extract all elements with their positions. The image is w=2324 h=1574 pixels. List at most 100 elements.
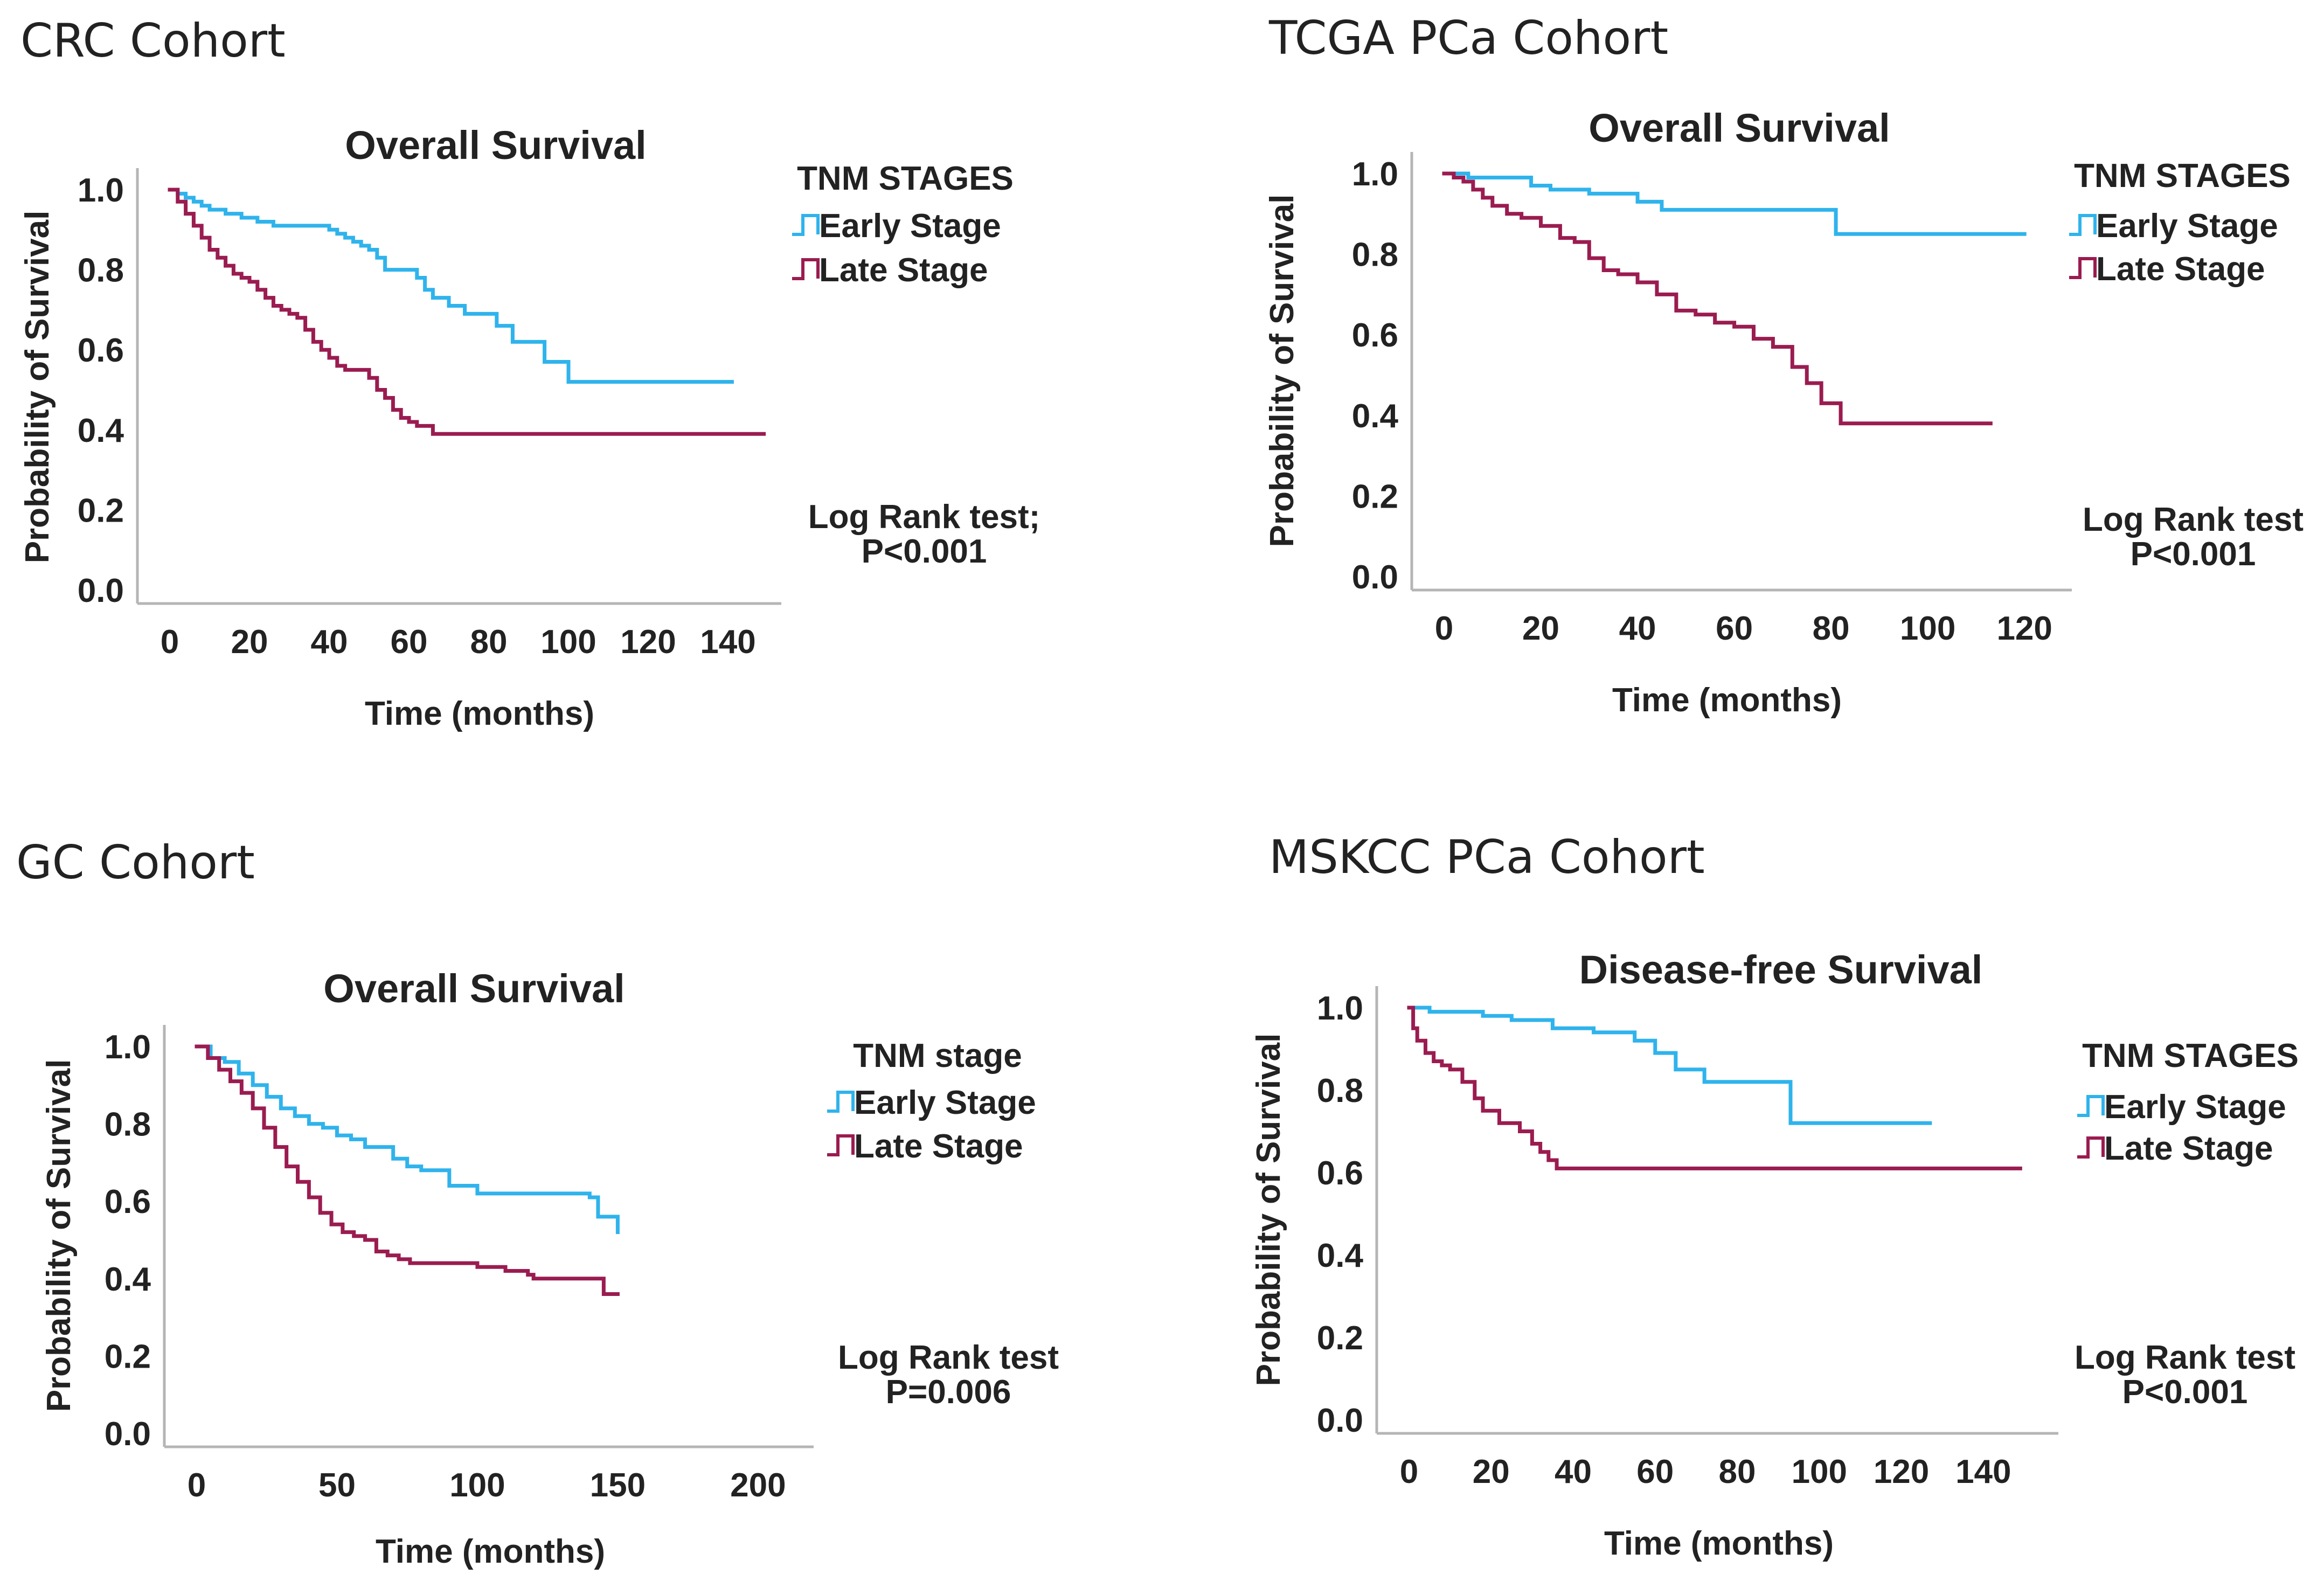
panel-1: CRC Cohort Overall Survival 0 20 40 60 80 100 12… — [19, 14, 1040, 732]
panel-2: TCGA PCa Cohort Overall Survival 0 20 40 60 80… — [1264, 11, 2304, 719]
x-tick-label: 20 — [1473, 1453, 1510, 1490]
x-tick-label: 40 — [311, 623, 348, 661]
x-tick-label: 80 — [470, 623, 508, 661]
cohort-title: MSKCC PCa Cohort — [1269, 830, 1705, 884]
y-tick-label: 0.4 — [105, 1261, 151, 1298]
x-tick-label: 100 — [449, 1467, 505, 1504]
y-tick-label: 0.4 — [1317, 1237, 1364, 1274]
cohort-title: CRC Cohort — [20, 14, 286, 68]
y-tick-label: 0.2 — [78, 492, 124, 529]
x-tick-label: 60 — [1716, 610, 1753, 647]
log-rank-stat: Log Rank test — [2083, 501, 2304, 538]
y-tick-label: 1.0 — [78, 172, 124, 209]
log-rank-stat: P=0.006 — [886, 1374, 1011, 1411]
x-tick-label: 0 — [161, 623, 179, 661]
x-tick-label: 100 — [540, 623, 596, 661]
legend: TNM stage Early Stage Late Stage — [827, 1037, 1036, 1165]
legend-entry: Late Stage — [2096, 251, 2265, 288]
legend-step-icon — [792, 258, 820, 280]
y-tick-label: 0.0 — [78, 572, 124, 609]
y-tick-label: 0.0 — [1352, 559, 1398, 596]
log-rank-stat: Log Rank test — [838, 1339, 1059, 1376]
x-tick-label: 40 — [1555, 1453, 1592, 1490]
legend-step-icon — [792, 214, 820, 236]
y-axis-label: Probability of Survival — [40, 1059, 78, 1412]
series-early-stage-line — [168, 188, 734, 384]
x-tick-label: 80 — [1719, 1453, 1756, 1490]
x-tick-label: 0 — [188, 1467, 206, 1504]
x-tick-label: 0 — [1435, 610, 1453, 647]
log-rank-stat: P<0.001 — [2122, 1374, 2248, 1411]
cohort-title: GC Cohort — [16, 836, 255, 890]
x-tick-label: 120 — [1996, 610, 2052, 647]
y-tick-label: 0.8 — [1352, 237, 1398, 274]
y-tick-label: 0.4 — [78, 412, 124, 449]
log-rank-stat: Log Rank test; — [808, 498, 1040, 536]
x-tick-label: 50 — [318, 1467, 356, 1504]
y-axis-label: Probability of Survival — [1250, 1034, 1287, 1386]
panel-3: GC Cohort Overall Survival 0 50 100 150 200 0.0… — [16, 836, 1059, 1570]
x-tick-label: 60 — [391, 623, 428, 661]
series-late-stage-line — [1407, 1006, 2022, 1170]
y-tick-label: 0.6 — [1317, 1155, 1363, 1192]
legend-entry: Late Stage — [2104, 1130, 2273, 1167]
legend-entry: Early Stage — [2096, 207, 2278, 245]
x-tick-label: 0 — [1400, 1453, 1418, 1490]
legend-entry: Late Stage — [854, 1128, 1023, 1165]
x-axis-label: Time (months) — [1612, 682, 1842, 719]
series-late-stage-line — [168, 188, 766, 436]
x-tick-label: 20 — [1522, 610, 1559, 647]
panel-4: MSKCC PCa Cohort Disease-free Survival 0 20… — [1250, 830, 2299, 1562]
x-tick-label: 150 — [590, 1467, 646, 1504]
series-early-stage-line — [195, 1044, 620, 1235]
log-rank-stat: P<0.001 — [862, 533, 987, 570]
legend-entry: Early Stage — [2104, 1088, 2286, 1126]
legend-entry: Early Stage — [819, 207, 1001, 245]
legend-entry: Late Stage — [819, 252, 988, 289]
legend: TNM STAGES Early Stage Late Stage — [792, 160, 1014, 289]
x-tick-label: 140 — [700, 623, 755, 661]
x-tick-label: 40 — [1619, 610, 1656, 647]
x-tick-label: 100 — [1900, 610, 1955, 647]
series-early-stage-line — [1442, 171, 2027, 236]
chart-title: Overall Survival — [323, 966, 625, 1011]
y-axis-label: Probability of Survival — [19, 211, 56, 564]
y-tick-label: 0.0 — [1317, 1402, 1363, 1439]
chart-title: Overall Survival — [345, 123, 646, 168]
legend-step-icon — [827, 1134, 855, 1156]
legend-step-icon — [827, 1091, 855, 1113]
legend-entry: Early Stage — [854, 1084, 1036, 1121]
log-rank-stat: Log Rank test — [2075, 1339, 2295, 1376]
y-tick-label: 0.8 — [105, 1106, 151, 1143]
legend-title: TNM stage — [853, 1037, 1022, 1074]
y-tick-label: 0.4 — [1352, 398, 1399, 435]
x-tick-label: 120 — [1874, 1453, 1929, 1490]
y-tick-label: 1.0 — [1317, 990, 1363, 1027]
x-tick-label: 200 — [730, 1467, 786, 1504]
y-tick-label: 0.8 — [78, 252, 124, 289]
y-tick-label: 0.6 — [105, 1183, 151, 1221]
x-tick-label: 100 — [1792, 1453, 1847, 1490]
x-tick-label: 80 — [1813, 610, 1850, 647]
series-late-stage-line — [195, 1044, 620, 1296]
x-tick-label: 60 — [1636, 1453, 1674, 1490]
y-axis-label: Probability of Survival — [1264, 195, 1301, 547]
legend: TNM STAGES Early Stage Late Stage — [2069, 157, 2291, 288]
y-tick-label: 0.2 — [105, 1338, 151, 1375]
legend: TNM STAGES Early Stage Late Stage — [2077, 1037, 2299, 1167]
y-tick-label: 1.0 — [105, 1029, 151, 1066]
y-tick-label: 1.0 — [1352, 156, 1398, 193]
y-tick-label: 0.6 — [78, 332, 124, 369]
cohort-title: TCGA PCa Cohort — [1268, 11, 1668, 65]
x-axis-label: Time (months) — [365, 695, 594, 732]
y-tick-label: 0.8 — [1317, 1072, 1363, 1110]
x-tick-label: 140 — [1955, 1453, 2011, 1490]
legend-title: TNM STAGES — [797, 160, 1014, 197]
chart-title: Disease-free Survival — [1579, 947, 1983, 992]
legend-step-icon — [2069, 257, 2097, 279]
x-tick-label: 20 — [231, 623, 268, 661]
series-early-stage-line — [1407, 1006, 1932, 1125]
y-tick-label: 0.2 — [1317, 1320, 1363, 1357]
legend-title: TNM STAGES — [2082, 1037, 2299, 1074]
